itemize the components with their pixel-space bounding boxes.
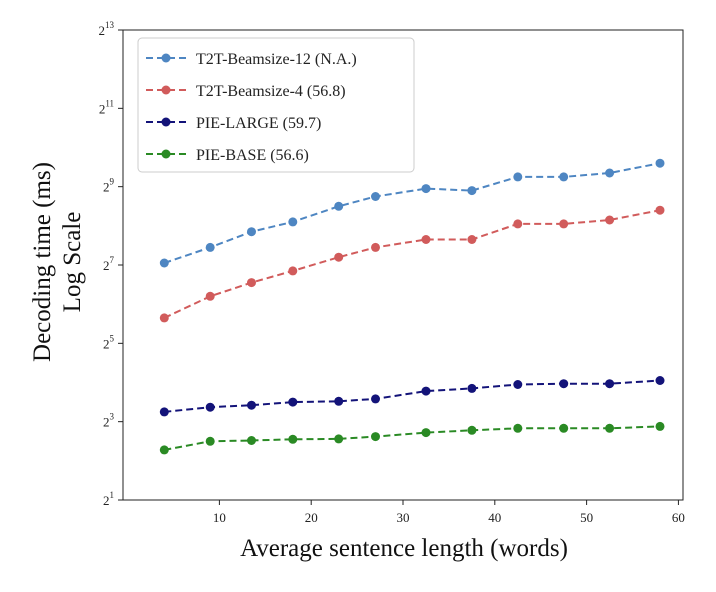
x-tick-label: 40	[488, 510, 501, 525]
y-tick-base: 2	[99, 101, 106, 116]
y-tick-label: 211	[99, 98, 114, 116]
series-line-4	[164, 425, 661, 451]
legend-label: PIE-LARGE (59.7)	[196, 115, 321, 132]
data-point	[159, 313, 169, 323]
data-point	[421, 184, 431, 194]
data-point	[334, 252, 344, 262]
data-point	[655, 376, 665, 385]
x-tick-label: 30	[397, 510, 410, 525]
data-point	[605, 379, 615, 389]
legend-label: T2T-Beamsize-4 (56.8)	[196, 83, 346, 100]
data-point	[513, 423, 523, 433]
data-point	[288, 217, 298, 227]
y-axis-title-line2: Log Scale	[59, 212, 86, 313]
y-tick-label: 29	[103, 177, 115, 195]
data-point	[655, 421, 665, 431]
y-tick-base: 2	[103, 336, 110, 351]
data-point	[421, 428, 431, 438]
legend-label: T2T-Beamsize-12 (N.A.)	[196, 51, 357, 68]
data-point	[513, 380, 523, 389]
series-line-2	[163, 209, 661, 319]
y-tick-base: 2	[103, 258, 110, 273]
y-tick-label: 23	[103, 412, 115, 430]
x-axis-title: Average sentence length (words)	[240, 535, 568, 562]
data-point	[605, 423, 615, 433]
legend-box	[137, 37, 415, 173]
series-layer	[159, 158, 665, 455]
y-axis-title-line1: Decoding time (ms)	[29, 162, 56, 362]
data-point	[513, 219, 523, 229]
series-line-3	[164, 379, 661, 413]
legend-marker	[161, 149, 171, 159]
data-point	[334, 396, 344, 406]
y-tick-label: 213	[99, 20, 115, 38]
legend-label: PIE-BASE (56.6)	[196, 147, 309, 164]
data-point	[288, 434, 298, 444]
data-point	[655, 205, 665, 215]
data-point	[288, 266, 298, 276]
data-point	[421, 386, 431, 396]
y-tick-exponent: 1	[110, 490, 115, 500]
data-point	[605, 215, 615, 225]
x-tick-label: 50	[580, 510, 593, 525]
data-point	[334, 201, 344, 211]
y-tick-exponent: 9	[110, 177, 115, 187]
y-tick-label: 25	[103, 333, 115, 351]
y-tick-exponent: 13	[105, 20, 115, 30]
data-point	[559, 423, 569, 433]
legend-marker	[161, 117, 171, 127]
data-point	[559, 219, 569, 229]
y-tick-label: 21	[103, 490, 114, 508]
y-tick-base: 2	[99, 23, 106, 38]
data-point	[247, 227, 256, 237]
x-tick-label: 20	[305, 510, 318, 525]
data-point	[467, 383, 477, 393]
data-point	[371, 242, 380, 252]
y-tick-label: 27	[103, 255, 115, 273]
y-tick-exponent: 7	[110, 255, 115, 265]
data-point	[371, 394, 380, 404]
data-point	[205, 291, 215, 301]
y-tick-exponent: 5	[110, 333, 115, 343]
data-point	[205, 436, 215, 446]
data-point	[247, 278, 256, 288]
series-line-1	[163, 162, 661, 264]
data-point	[159, 407, 169, 417]
data-point	[513, 172, 523, 182]
data-point	[205, 402, 215, 412]
y-tick-base: 2	[103, 180, 110, 195]
y-tick-base: 2	[103, 493, 110, 508]
data-point	[288, 397, 298, 407]
legend-marker	[161, 53, 171, 63]
x-tick-label: 10	[213, 510, 226, 525]
y-tick-exponent: 11	[105, 98, 114, 108]
data-point	[159, 445, 169, 455]
x-axis-ticks: 10 20 30 40 50 60	[213, 500, 685, 525]
data-point	[334, 434, 344, 444]
data-point	[605, 168, 615, 178]
legend-marker	[161, 85, 171, 95]
data-point	[371, 432, 380, 442]
x-tick-label: 60	[672, 510, 685, 525]
y-tick-exponent: 3	[110, 412, 115, 422]
legend: T2T-Beamsize-12 (N.A.) T2T-Beamsize-4 (56…	[137, 37, 415, 173]
data-point	[421, 235, 431, 244]
data-point	[467, 425, 477, 435]
data-point	[371, 192, 380, 201]
data-point	[159, 258, 169, 268]
y-tick-base: 2	[103, 415, 110, 430]
data-point	[467, 186, 477, 196]
data-point	[247, 400, 256, 410]
data-point	[205, 242, 215, 252]
data-point	[559, 379, 569, 389]
data-point	[247, 436, 256, 445]
data-point	[467, 235, 477, 244]
data-point	[655, 158, 665, 168]
data-point	[559, 172, 569, 182]
